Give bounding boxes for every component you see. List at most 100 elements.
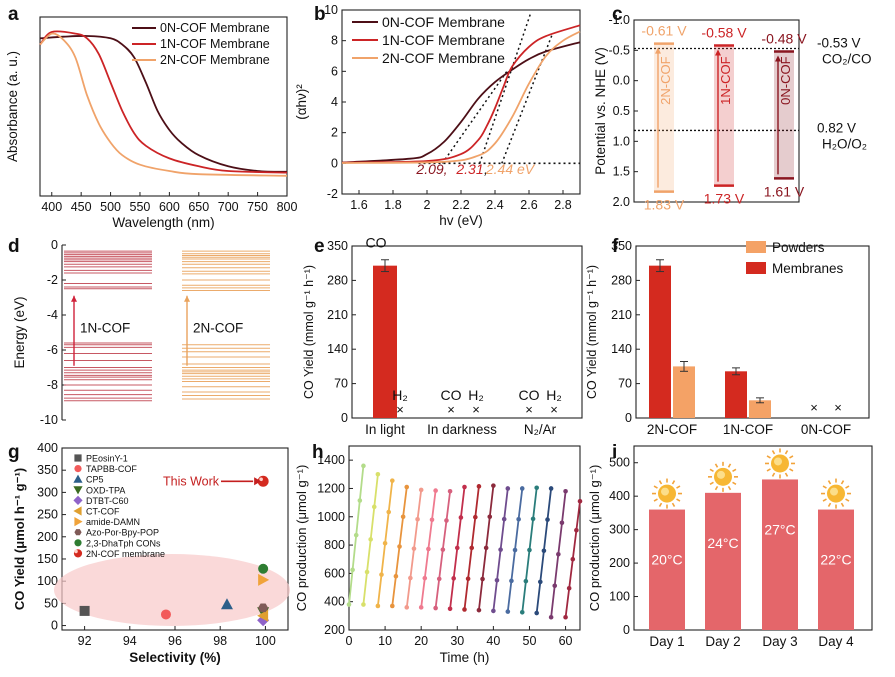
reference-value: 0.82 V	[817, 120, 856, 135]
cycle-point	[577, 498, 583, 504]
cycle-point	[469, 545, 475, 551]
category-label: Day 1	[649, 634, 684, 649]
legend-label: 1N-COF Membrane	[382, 32, 505, 48]
h2-label: H₂	[546, 387, 562, 403]
x-tick-label: 2.6	[520, 198, 537, 212]
x-tick-label: 500	[100, 200, 121, 214]
marker-circle	[258, 563, 269, 574]
cycle-point	[426, 546, 431, 552]
x-tick-label: 20	[414, 634, 428, 648]
arrow-head	[775, 55, 781, 62]
y-tick-label: 400	[37, 441, 58, 455]
y-tick-label: 200	[37, 530, 58, 544]
bandgap-annotation: ,	[484, 161, 488, 177]
series-line	[39, 32, 288, 177]
y-axis-label: CO Yield (μmol h⁻¹ g⁻¹)	[12, 468, 27, 610]
cycle-point	[368, 537, 373, 542]
cycle-point	[559, 520, 565, 526]
cycle-point	[498, 547, 503, 552]
x-tick-label: 92	[78, 634, 92, 648]
vb-label: 1.83 V	[644, 197, 685, 213]
sun-ray	[822, 498, 827, 502]
legend-swatch	[746, 262, 766, 274]
cycle-point	[505, 486, 511, 491]
y-tick-label: 140	[611, 342, 632, 356]
cycle-point	[570, 556, 576, 562]
cycle-point	[375, 472, 381, 477]
sun-ray	[653, 485, 658, 489]
x-tick-label: 450	[71, 200, 92, 214]
y-tick-label: -2	[327, 187, 338, 201]
y-tick-label: 150	[37, 552, 58, 566]
marker-triangle-left	[73, 506, 82, 516]
sun-ray	[771, 472, 776, 477]
legend-label: Powders	[772, 240, 825, 255]
x-axis-label: Wavelength (nm)	[112, 215, 214, 230]
x-tick-label: 2.4	[486, 198, 503, 212]
zero-mark: ×	[447, 402, 455, 417]
sun-ray	[658, 480, 663, 485]
cycle-point	[501, 516, 507, 522]
cycle-point	[545, 517, 550, 522]
marker-diamond	[73, 495, 83, 505]
y-tick-label: 2	[331, 126, 338, 140]
panel-label-e: e	[314, 236, 325, 257]
series-line	[39, 35, 288, 173]
zero-mark: ×	[550, 402, 558, 417]
y-tick-label: 140	[327, 342, 348, 356]
cycle-point	[534, 485, 539, 491]
cycle-point	[357, 498, 363, 503]
co-label: CO	[366, 235, 387, 251]
cycle-point	[462, 484, 467, 490]
x-tick-label: 94	[123, 634, 137, 648]
bar-powders	[749, 400, 771, 418]
y-tick-label: 210	[327, 308, 348, 322]
y-tick-label: 0	[51, 238, 58, 252]
series-line	[341, 30, 581, 164]
column-label: 1N-COF	[80, 321, 130, 336]
sun-ray	[709, 468, 714, 473]
plot-frame	[348, 445, 581, 631]
cycle-point	[436, 576, 442, 582]
legend-label: 2,3-DhaTph CONs	[86, 538, 161, 548]
panel-c: -1.0 -0.5 0.0 0.5 1.0 1.5 2.0 Potential vs. NHE…	[593, 13, 872, 213]
zero-mark: ×	[810, 400, 818, 415]
cycle-point	[415, 516, 420, 522]
vb-label: 1.73 V	[704, 191, 745, 207]
sun-shine	[717, 470, 725, 479]
sun-ray	[671, 502, 676, 507]
marker-hexagon	[74, 529, 82, 536]
y-tick-label: 2.0	[613, 195, 630, 209]
y-tick-label: 0.5	[613, 104, 630, 118]
cycle-point	[379, 572, 384, 577]
co-label: CO	[441, 387, 462, 403]
category-label: Day 3	[762, 634, 797, 649]
cycle-point	[516, 516, 521, 522]
x-tick-label: 2.2	[452, 198, 469, 212]
cycle-point	[556, 551, 561, 557]
h2-label: H₂	[468, 387, 484, 403]
panel-b: 1.6 1.8 2 2.2 2.4 2.6 2.8 -2 0 2 4 6 8 10 hv (eV) (αhν)…	[294, 3, 581, 228]
x-tick-label: 96	[168, 634, 182, 648]
x-tick-label: 60	[559, 634, 573, 648]
bar-day	[762, 479, 798, 630]
y-axis-label: Absorbance (a. u.)	[5, 51, 20, 162]
sun-ray	[676, 485, 681, 489]
x-tick-label: 400	[41, 200, 62, 214]
y-tick-label: 600	[324, 566, 345, 580]
cycle-point	[519, 486, 525, 491]
marker-sphere-highlight	[74, 549, 78, 554]
cycle-point	[574, 527, 579, 533]
sun-ray	[727, 485, 732, 491]
legend-label: OXD-TPA	[86, 485, 125, 495]
cycle-point	[404, 484, 410, 490]
x-axis-label: Selectivity (%)	[129, 650, 221, 665]
panel-label-h: h	[312, 442, 324, 463]
y-tick-label: 0	[625, 411, 632, 425]
y-tick-label: 280	[327, 273, 348, 287]
plot-frame	[351, 245, 583, 419]
cycle-point	[371, 504, 377, 510]
marker-sphere-highlight	[259, 477, 263, 482]
panel-label-d: d	[8, 236, 20, 257]
x-tick-label: 40	[486, 634, 500, 648]
